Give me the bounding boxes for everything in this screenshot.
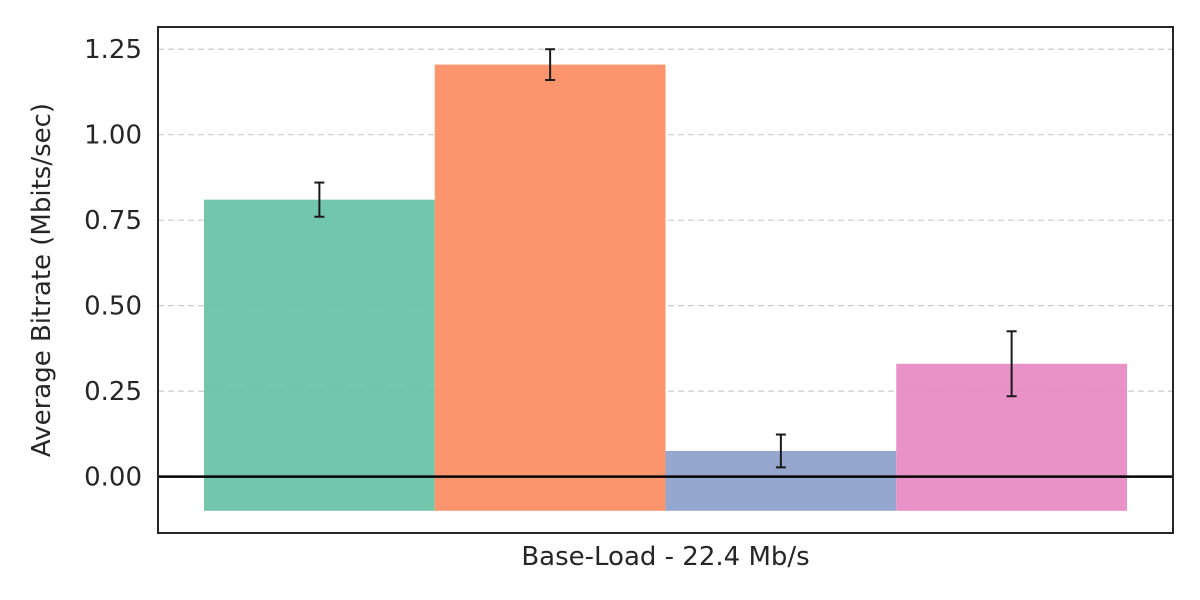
y-ticks: 0.00 0.25 0.50 0.75 1.00 1.25 bbox=[84, 35, 142, 492]
error-bar bbox=[314, 181, 325, 218]
bar bbox=[434, 64, 666, 511]
y-axis-label: Average Bitrate (Mbits/sec) bbox=[27, 103, 57, 457]
y-tick-label: 0.50 bbox=[84, 292, 142, 322]
error-bars bbox=[314, 48, 1017, 469]
error-bar bbox=[775, 433, 786, 469]
error-bar bbox=[1006, 330, 1017, 398]
bars bbox=[204, 64, 1127, 511]
y-tick-label: 1.25 bbox=[84, 35, 142, 65]
x-axis-label: Base-Load - 22.4 Mb/s bbox=[521, 542, 809, 572]
bar bbox=[204, 199, 435, 511]
plot-frame bbox=[157, 26, 1174, 534]
y-tick-label: 0.25 bbox=[84, 377, 142, 407]
y-tick-label: 0.75 bbox=[84, 206, 142, 236]
y-tick-label: 0.00 bbox=[84, 463, 142, 493]
error-bar bbox=[545, 48, 556, 81]
y-tick-label: 1.00 bbox=[84, 121, 142, 151]
